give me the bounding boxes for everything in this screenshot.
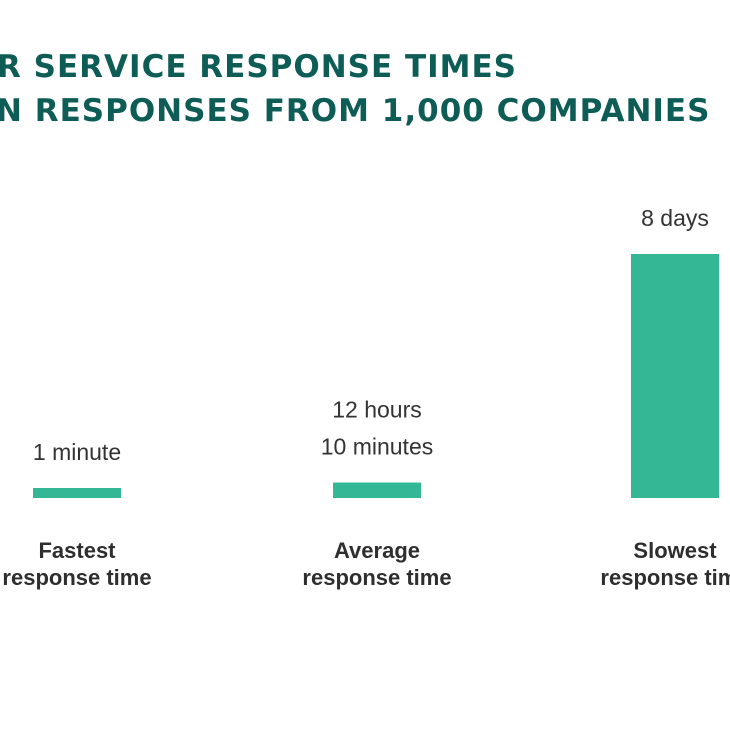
bar-1 <box>333 482 421 498</box>
chart-title-line-2: N RESPONSES FROM 1,000 COMPANIES <box>0 93 711 129</box>
category-label-2-1: response time <box>600 565 730 590</box>
data-label-1-0: 12 hours <box>332 397 422 423</box>
data-label-2-0: 8 days <box>641 205 709 231</box>
data-label-1-1: 10 minutes <box>321 434 434 460</box>
bar-2 <box>631 254 719 498</box>
category-label-1-1: response time <box>302 565 451 590</box>
data-label-0-0: 1 minute <box>33 439 121 465</box>
category-label-0-1: response time <box>2 565 151 590</box>
category-label-0-0: Fastest <box>38 538 116 563</box>
chart-title-line-1: R SERVICE RESPONSE TIMES <box>0 49 517 85</box>
bar-0 <box>33 488 121 498</box>
category-label-1-0: Average <box>334 538 420 563</box>
category-label-2-0: Slowest <box>633 538 717 563</box>
